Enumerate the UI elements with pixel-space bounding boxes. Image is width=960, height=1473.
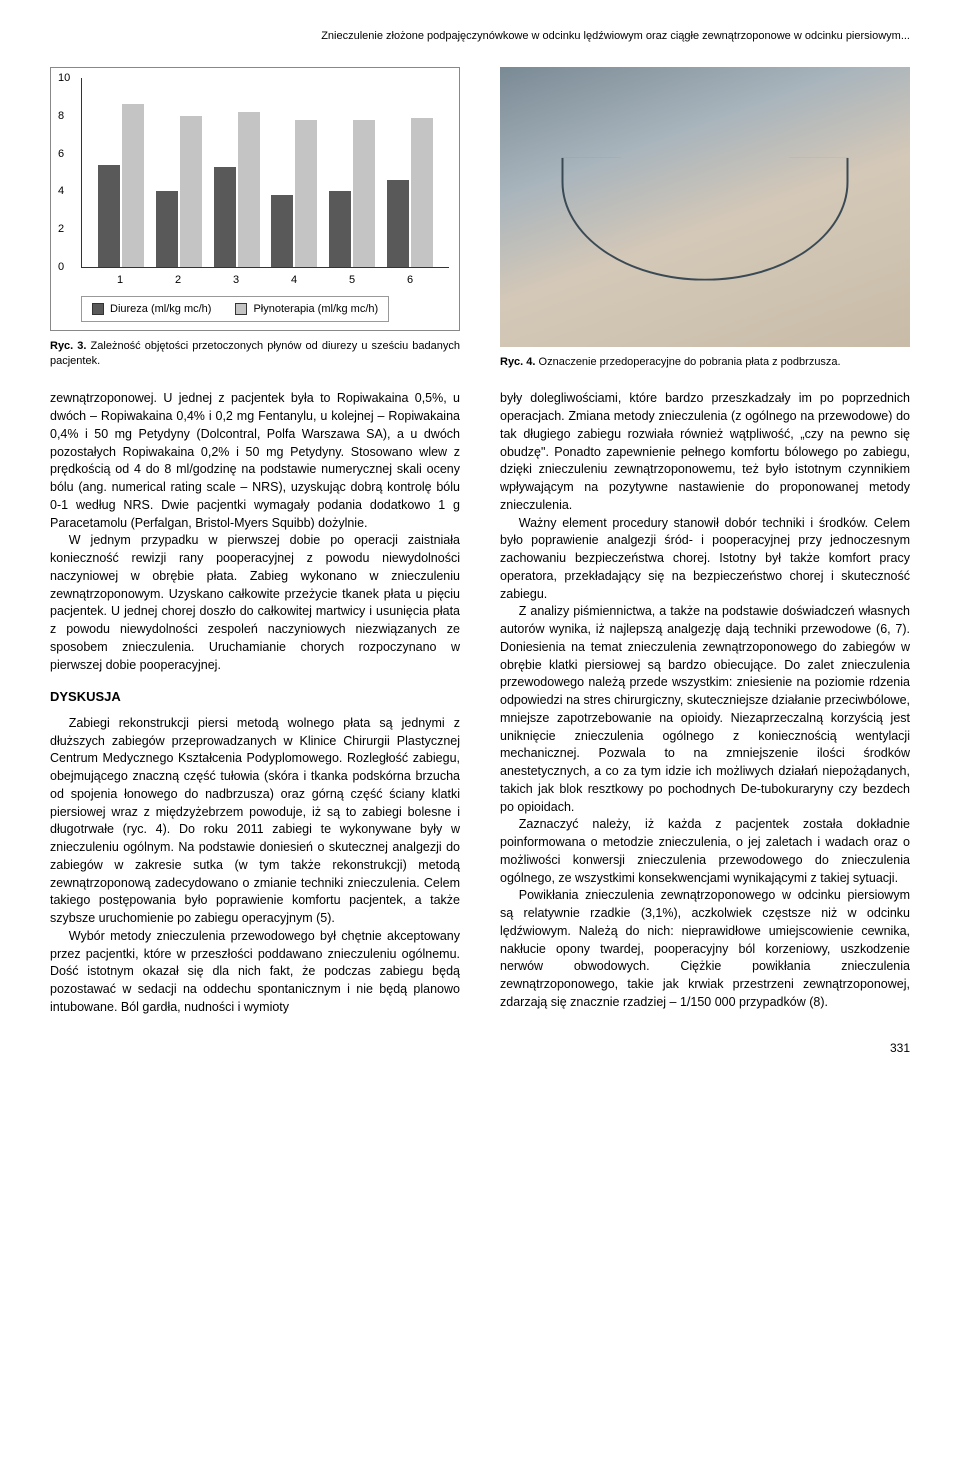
legend-item: Diureza (ml/kg mc/h) (92, 303, 211, 315)
legend-label: Płynoterapia (ml/kg mc/h) (253, 303, 378, 315)
y-tick-label: 10 (58, 72, 70, 84)
legend-item: Płynoterapia (ml/kg mc/h) (235, 303, 378, 315)
bar (122, 104, 144, 267)
figures-row: 0246810 123456 Diureza (ml/kg mc/h)Płyno… (50, 67, 910, 370)
figure-4-text: Oznaczenie przedoperacyjne do pobrania p… (535, 356, 840, 368)
body-paragraph: zewnątrzoponowej. U jednej z pacjentek b… (50, 390, 460, 532)
photo-marking-overlay (562, 158, 849, 281)
bar (156, 191, 178, 267)
legend-swatch (235, 303, 247, 315)
right-text-column: były dolegliwościami, które bardzo przes… (500, 390, 910, 1016)
y-tick-label: 8 (58, 110, 64, 122)
bar (295, 120, 317, 267)
figure-3-caption: Ryc. 3. Zależność objętości przetoczonyc… (50, 339, 460, 370)
bar-group (150, 78, 208, 267)
bar (329, 191, 351, 267)
x-tick-label: 4 (265, 274, 323, 286)
bar (238, 112, 260, 267)
figure-4-label: Ryc. 4. (500, 356, 535, 368)
body-paragraph: Powikłania znieczulenia zewnątrzoponoweg… (500, 887, 910, 1011)
section-heading-dyskusja: DYSKUSJA (50, 688, 460, 706)
x-tick-label: 2 (149, 274, 207, 286)
bar (387, 180, 409, 267)
body-paragraph: Zaznaczyć należy, iż każda z pacjentek z… (500, 816, 910, 887)
x-tick-label: 1 (91, 274, 149, 286)
y-tick-label: 6 (58, 148, 64, 160)
y-tick-label: 0 (58, 261, 64, 273)
body-text: zewnątrzoponowej. U jednej z pacjentek b… (50, 390, 910, 1016)
figure-3-block: 0246810 123456 Diureza (ml/kg mc/h)Płyno… (50, 67, 460, 370)
legend-swatch (92, 303, 104, 315)
body-paragraph: W jednym przypadku w pierwszej dobie po … (50, 532, 460, 674)
bar-group (323, 78, 381, 267)
bar (353, 120, 375, 267)
y-tick-label: 2 (58, 223, 64, 235)
left-text-column: zewnątrzoponowej. U jednej z pacjentek b… (50, 390, 460, 1016)
body-paragraph: były dolegliwościami, które bardzo przes… (500, 390, 910, 514)
body-paragraph: Z analizy piśmiennictwa, a także na pods… (500, 603, 910, 816)
x-tick-label: 3 (207, 274, 265, 286)
bar-group (208, 78, 266, 267)
bar-group (92, 78, 150, 267)
figure-3-text: Zależność objętości przetoczonych płynów… (50, 340, 460, 367)
x-tick-label: 5 (323, 274, 381, 286)
legend-label: Diureza (ml/kg mc/h) (110, 303, 211, 315)
bar-group (381, 78, 439, 267)
y-tick-label: 4 (58, 185, 64, 197)
body-paragraph: Ważny element procedury stanowił dobór t… (500, 515, 910, 604)
bar (271, 195, 293, 267)
running-header: Znieczulenie złożone podpajęczynówkowe w… (50, 30, 910, 42)
x-tick-label: 6 (381, 274, 439, 286)
figure-4-photo (500, 67, 910, 347)
chart-legend: Diureza (ml/kg mc/h) Płynoterapia (ml/kg … (81, 296, 389, 322)
bar (98, 165, 120, 267)
bar-group (265, 78, 323, 267)
figure-4-block: Ryc. 4. Oznaczenie przedoperacyjne do po… (500, 67, 910, 370)
bar (180, 116, 202, 267)
bar-chart: 0246810 123456 Diureza (ml/kg mc/h)Płyno… (50, 67, 460, 331)
bar (214, 167, 236, 267)
body-paragraph: Zabiegi rekonstrukcji piersi metodą woln… (50, 715, 460, 928)
page-number: 331 (50, 1041, 910, 1055)
figure-4-caption: Ryc. 4. Oznaczenie przedoperacyjne do po… (500, 355, 910, 370)
bar (411, 118, 433, 267)
figure-3-label: Ryc. 3. (50, 340, 86, 352)
body-paragraph: Wybór metody znieczulenia przewodowego b… (50, 928, 460, 1017)
